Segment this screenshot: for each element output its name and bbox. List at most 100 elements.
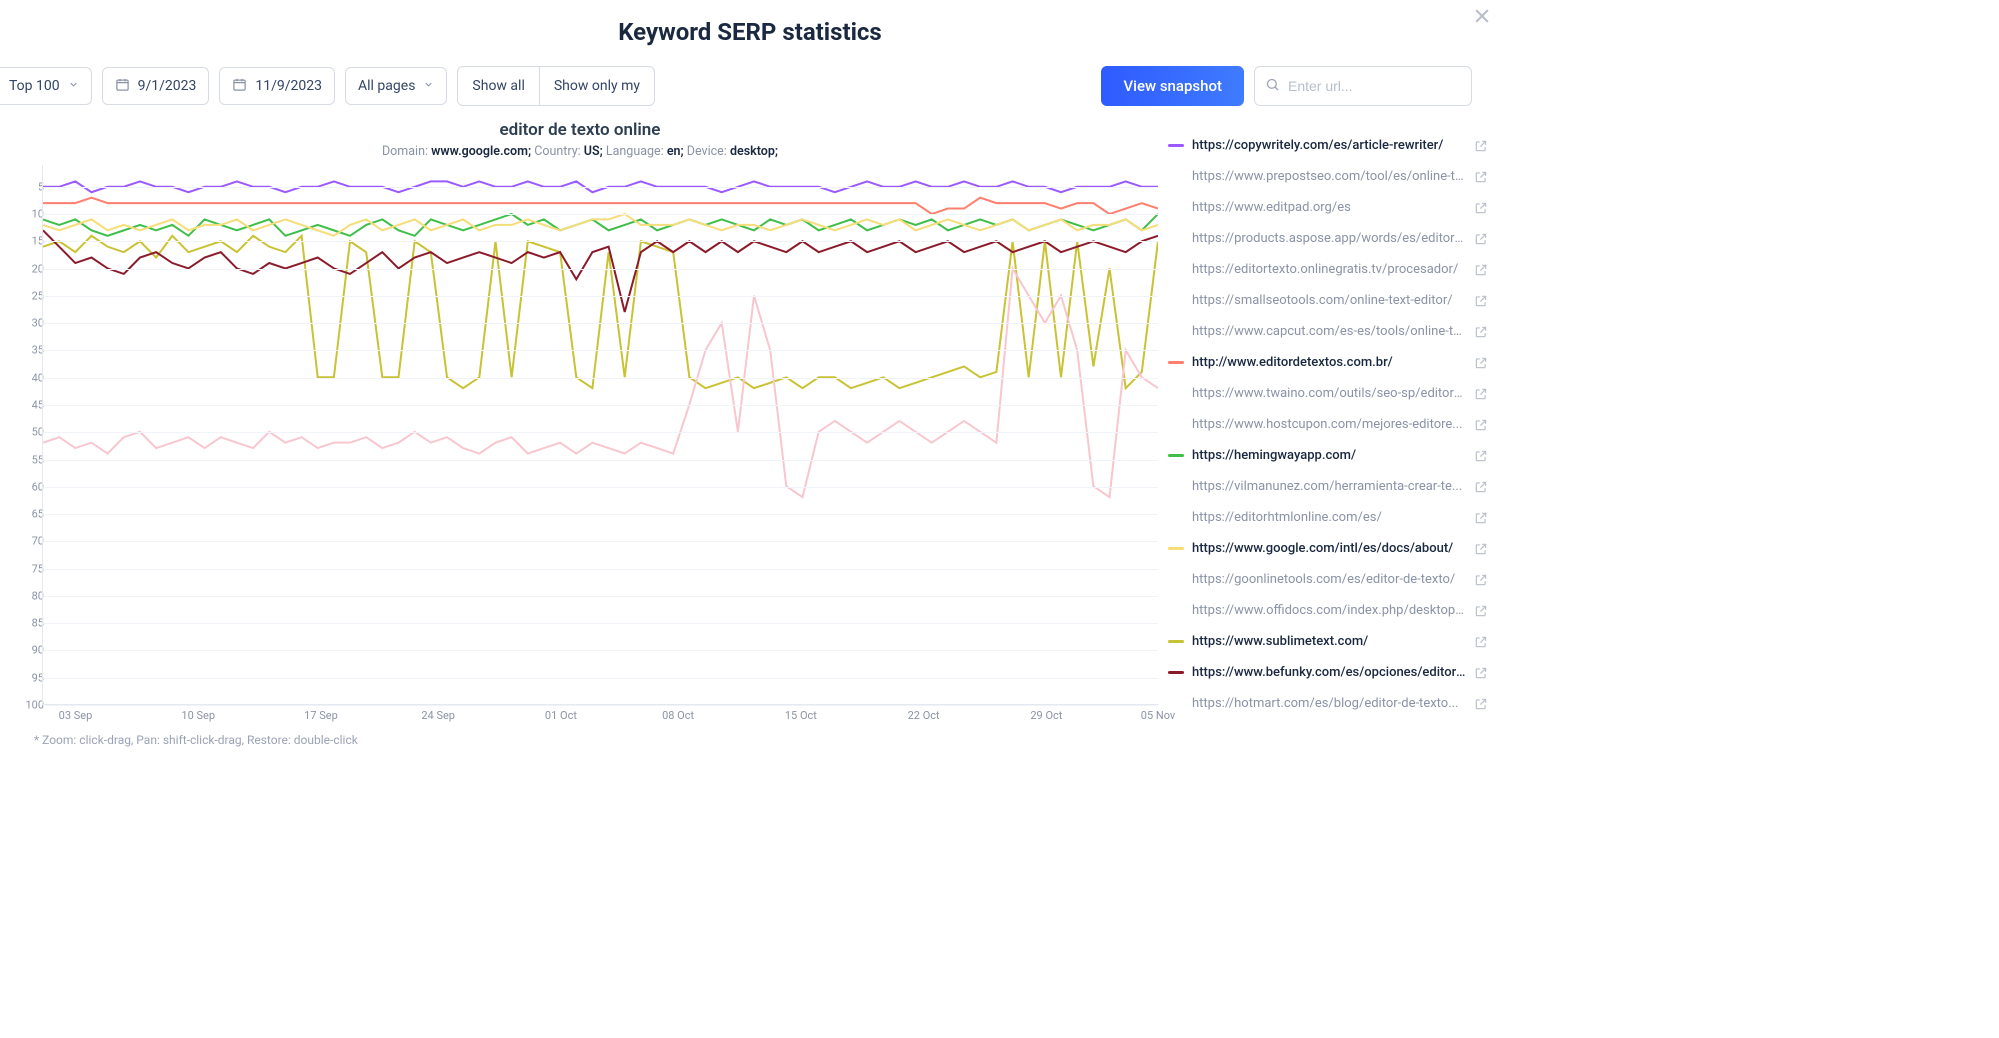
legend-item[interactable]: https://www.offidocs.com/index.php/deskt… bbox=[1168, 595, 1488, 626]
x-axis: 03 Sep10 Sep17 Sep24 Sep01 Oct08 Oct15 O… bbox=[42, 705, 1158, 725]
date-from-input[interactable]: 9/1/2023 bbox=[102, 67, 210, 105]
gridline bbox=[43, 569, 1158, 570]
external-link-icon[interactable] bbox=[1474, 387, 1488, 401]
legend-label: https://editortexto.onlinegratis.tv/proc… bbox=[1192, 262, 1466, 277]
x-tick-label: 24 Sep bbox=[421, 709, 455, 722]
external-link-icon[interactable] bbox=[1474, 201, 1488, 215]
external-link-icon[interactable] bbox=[1474, 449, 1488, 463]
legend-item[interactable]: https://smallseotools.com/online-text-ed… bbox=[1168, 285, 1488, 316]
external-link-icon[interactable] bbox=[1474, 232, 1488, 246]
y-tick-label: 30 bbox=[16, 317, 44, 330]
legend-item[interactable]: https://copywritely.com/es/article-rewri… bbox=[1168, 130, 1488, 161]
legend-label: https://www.offidocs.com/index.php/deskt… bbox=[1192, 603, 1466, 618]
legend-label: https://editorhtmlonline.com/es/ bbox=[1192, 510, 1466, 525]
legend-label: https://www.hostcupon.com/mejores-editor… bbox=[1192, 417, 1466, 432]
external-link-icon[interactable] bbox=[1474, 666, 1488, 680]
legend-label: https://www.twaino.com/outils/seo-sp/edi… bbox=[1192, 386, 1466, 401]
y-tick-label: 45 bbox=[16, 399, 44, 412]
external-link-icon[interactable] bbox=[1474, 325, 1488, 339]
gridline bbox=[43, 596, 1158, 597]
legend-item[interactable]: https://hemingwayapp.com/ bbox=[1168, 440, 1488, 471]
external-link-icon[interactable] bbox=[1474, 356, 1488, 370]
legend-item[interactable]: https://www.capcut.com/es-es/tools/onlin… bbox=[1168, 316, 1488, 347]
legend-item[interactable]: https://products.aspose.app/words/es/edi… bbox=[1168, 223, 1488, 254]
legend-label: https://hotmart.com/es/blog/editor-de-te… bbox=[1192, 696, 1466, 711]
legend-item[interactable]: https://www.prepostseo.com/tool/es/onlin… bbox=[1168, 161, 1488, 192]
legend-label: http://www.editordetextos.com.br/ bbox=[1192, 355, 1466, 370]
gridline bbox=[43, 378, 1158, 379]
y-tick-label: 75 bbox=[16, 562, 44, 575]
y-tick-label: 25 bbox=[16, 289, 44, 302]
legend-item[interactable]: https://www.twaino.com/outils/seo-sp/edi… bbox=[1168, 378, 1488, 409]
external-link-icon[interactable] bbox=[1474, 697, 1488, 711]
external-link-icon[interactable] bbox=[1474, 170, 1488, 184]
series-line bbox=[43, 230, 1158, 312]
external-link-icon[interactable] bbox=[1474, 263, 1488, 277]
gridline bbox=[43, 541, 1158, 542]
gridline bbox=[43, 460, 1158, 461]
gridline bbox=[43, 405, 1158, 406]
external-link-icon[interactable] bbox=[1474, 573, 1488, 587]
external-link-icon[interactable] bbox=[1474, 511, 1488, 525]
legend-item[interactable]: https://goonlinetools.com/es/editor-de-t… bbox=[1168, 564, 1488, 595]
view-snapshot-button[interactable]: View snapshot bbox=[1101, 66, 1244, 106]
gridline bbox=[43, 650, 1158, 651]
external-link-icon[interactable] bbox=[1474, 542, 1488, 556]
x-tick-label: 01 Oct bbox=[545, 709, 577, 722]
external-link-icon[interactable] bbox=[1474, 480, 1488, 494]
x-tick-label: 15 Oct bbox=[785, 709, 817, 722]
legend-item[interactable]: https://www.sublimetext.com/ bbox=[1168, 626, 1488, 657]
y-tick-label: 90 bbox=[16, 644, 44, 657]
legend-item[interactable]: https://vilmanunez.com/herramienta-crear… bbox=[1168, 471, 1488, 502]
legend-item[interactable]: https://editortexto.onlinegratis.tv/proc… bbox=[1168, 254, 1488, 285]
legend-item[interactable]: https://editorhtmlonline.com/es/ bbox=[1168, 502, 1488, 533]
close-button[interactable] bbox=[1470, 4, 1494, 28]
y-tick-label: 55 bbox=[16, 453, 44, 466]
y-tick-label: 100 bbox=[16, 699, 44, 712]
gridline bbox=[43, 514, 1158, 515]
legend-label: https://www.befunky.com/es/opciones/edit… bbox=[1192, 665, 1466, 680]
legend-item[interactable]: http://www.editordetextos.com.br/ bbox=[1168, 347, 1488, 378]
external-link-icon[interactable] bbox=[1474, 139, 1488, 153]
legend-item[interactable]: https://www.editpad.org/es bbox=[1168, 192, 1488, 223]
legend-item[interactable]: https://www.hostcupon.com/mejores-editor… bbox=[1168, 409, 1488, 440]
legend-item[interactable]: https://www.google.com/intl/es/docs/abou… bbox=[1168, 533, 1488, 564]
y-tick-label: 65 bbox=[16, 508, 44, 521]
legend-label: https://vilmanunez.com/herramienta-crear… bbox=[1192, 479, 1466, 494]
date-to-input[interactable]: 11/9/2023 bbox=[219, 67, 335, 105]
series-line bbox=[43, 268, 1158, 497]
external-link-icon[interactable] bbox=[1474, 294, 1488, 308]
gridline bbox=[43, 241, 1158, 242]
pages-dropdown[interactable]: All pages bbox=[345, 67, 447, 105]
external-link-icon[interactable] bbox=[1474, 604, 1488, 618]
external-link-icon[interactable] bbox=[1474, 635, 1488, 649]
y-tick-label: 60 bbox=[16, 480, 44, 493]
legend-label: https://www.editpad.org/es bbox=[1192, 200, 1466, 215]
legend-label: https://www.google.com/intl/es/docs/abou… bbox=[1192, 541, 1466, 556]
show-only-my-button[interactable]: Show only my bbox=[539, 67, 654, 105]
legend-label: https://goonlinetools.com/es/editor-de-t… bbox=[1192, 572, 1466, 587]
show-all-button[interactable]: Show all bbox=[458, 67, 538, 105]
y-tick-label: 5 bbox=[16, 180, 44, 193]
series-line bbox=[43, 198, 1158, 214]
external-link-icon[interactable] bbox=[1474, 418, 1488, 432]
date-to-value: 11/9/2023 bbox=[255, 78, 322, 94]
y-tick-label: 15 bbox=[16, 235, 44, 248]
legend-swatch bbox=[1168, 671, 1184, 674]
legend-swatch bbox=[1168, 361, 1184, 364]
gridline bbox=[43, 187, 1158, 188]
url-search[interactable] bbox=[1254, 66, 1472, 106]
date-from-value: 9/1/2023 bbox=[138, 78, 197, 94]
gridline bbox=[43, 323, 1158, 324]
chart[interactable]: 5101520253035404550556065707580859095100… bbox=[0, 165, 1160, 725]
legend-label: https://www.prepostseo.com/tool/es/onlin… bbox=[1192, 169, 1466, 184]
y-tick-label: 80 bbox=[16, 589, 44, 602]
url-search-input[interactable] bbox=[1288, 78, 1461, 94]
legend-label: https://products.aspose.app/words/es/edi… bbox=[1192, 231, 1466, 246]
top-dropdown[interactable]: Top 100 bbox=[0, 67, 92, 105]
legend-item[interactable]: https://hotmart.com/es/blog/editor-de-te… bbox=[1168, 688, 1488, 719]
y-tick-label: 95 bbox=[16, 671, 44, 684]
legend-item[interactable]: https://www.befunky.com/es/opciones/edit… bbox=[1168, 657, 1488, 688]
y-axis: 5101520253035404550556065707580859095100 bbox=[6, 165, 44, 705]
y-tick-label: 35 bbox=[16, 344, 44, 357]
